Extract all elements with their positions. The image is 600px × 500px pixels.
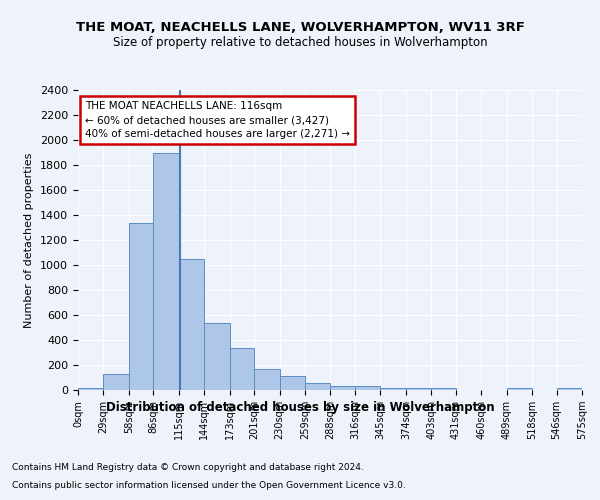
Text: THE MOAT, NEACHELLS LANE, WOLVERHAMPTON, WV11 3RF: THE MOAT, NEACHELLS LANE, WOLVERHAMPTON,… — [76, 21, 524, 34]
Bar — [406, 388, 431, 390]
Y-axis label: Number of detached properties: Number of detached properties — [25, 152, 34, 328]
Text: Contains HM Land Registry data © Crown copyright and database right 2024.: Contains HM Land Registry data © Crown c… — [12, 463, 364, 472]
Text: THE MOAT NEACHELLS LANE: 116sqm
← 60% of detached houses are smaller (3,427)
40%: THE MOAT NEACHELLS LANE: 116sqm ← 60% of… — [85, 101, 350, 139]
Bar — [78, 388, 103, 390]
Bar — [331, 386, 355, 390]
Bar — [154, 152, 179, 390]
Bar — [204, 322, 230, 390]
Bar — [254, 369, 280, 390]
Bar — [557, 388, 582, 390]
Bar — [380, 388, 406, 390]
Bar — [179, 260, 204, 390]
Bar — [230, 348, 254, 390]
Bar — [129, 222, 154, 390]
Text: Contains public sector information licensed under the Open Government Licence v3: Contains public sector information licen… — [12, 480, 406, 490]
Bar — [506, 388, 532, 390]
Bar — [280, 376, 305, 390]
Bar — [431, 388, 456, 390]
Text: Distribution of detached houses by size in Wolverhampton: Distribution of detached houses by size … — [106, 401, 494, 414]
Bar — [103, 374, 129, 390]
Bar — [355, 386, 380, 390]
Text: Size of property relative to detached houses in Wolverhampton: Size of property relative to detached ho… — [113, 36, 487, 49]
Bar — [305, 382, 331, 390]
